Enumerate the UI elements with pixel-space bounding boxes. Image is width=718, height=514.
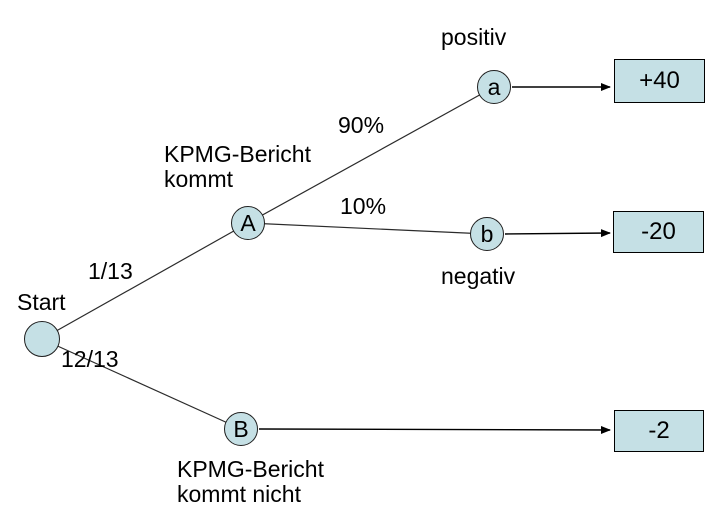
edge-start-to-B	[41, 338, 242, 430]
edge-start-to-A	[41, 222, 249, 340]
payoff-value-positiv: +40	[639, 67, 680, 94]
probability-label-start-A: 1/13	[88, 258, 133, 284]
node-a: a	[477, 70, 511, 104]
arrow-B-to-payoff	[258, 425, 611, 434]
node-A-label: A	[240, 209, 256, 236]
node-B-caption: KPMG-Bericht kommt nicht	[177, 456, 324, 507]
node-a-caption: positiv	[441, 24, 507, 50]
probability-label-A-b: 10%	[340, 193, 387, 219]
payoff-box-positiv: +40	[614, 59, 705, 103]
arrow-b-to-payoff	[504, 229, 611, 238]
edge-A-to-a	[247, 86, 495, 224]
payoff-box-no-report: -2	[614, 410, 704, 452]
edge-A-to-b	[247, 222, 488, 235]
node-b-caption: negativ	[441, 263, 516, 289]
payoff-box-negativ: -20	[613, 211, 704, 253]
node-B-label: B	[233, 415, 249, 442]
node-a-label: a	[487, 73, 501, 100]
payoff-value-no-report: -2	[648, 417, 670, 444]
node-A: A	[231, 206, 265, 240]
probability-label-start-B: 12/13	[61, 346, 119, 372]
node-B: B	[224, 412, 258, 446]
payoff-value-negativ: -20	[641, 218, 676, 245]
node-b: b	[470, 217, 504, 251]
probability-label-A-a: 90%	[338, 112, 385, 138]
node-start	[24, 321, 60, 357]
start-node-label: Start	[17, 289, 66, 315]
node-b-label: b	[480, 220, 494, 247]
node-A-caption: KPMG-Bericht kommt	[164, 141, 311, 192]
